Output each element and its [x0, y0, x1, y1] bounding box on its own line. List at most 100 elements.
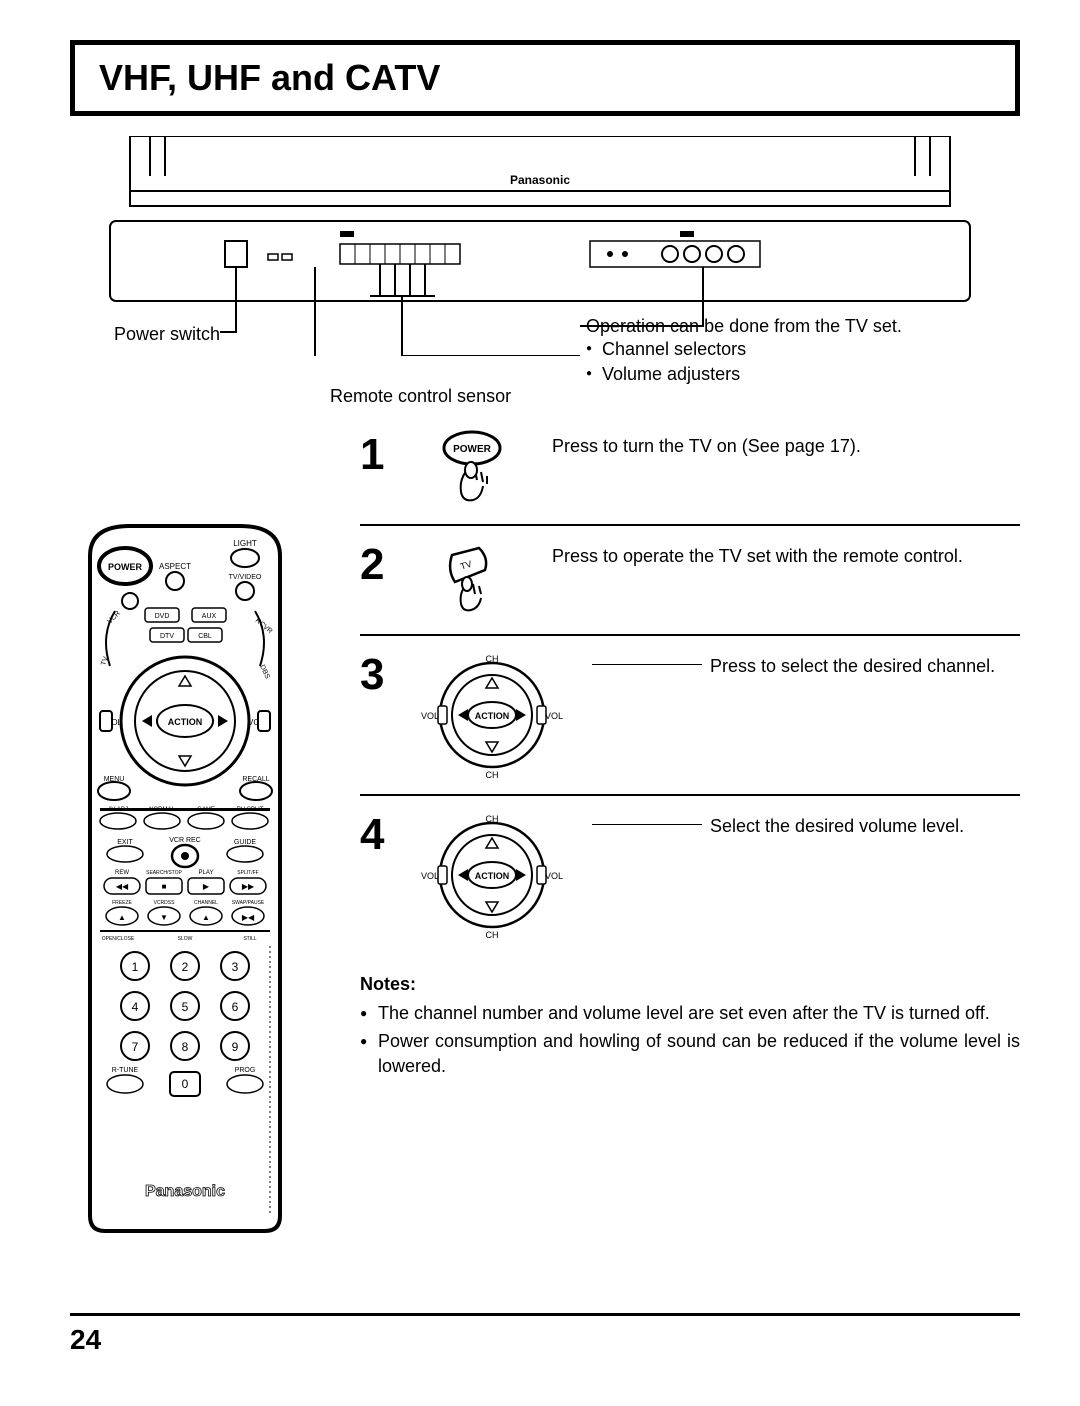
svg-text:4: 4 — [132, 1000, 139, 1014]
step-1-text: Press to turn the TV on (See page 17). — [552, 430, 1020, 459]
svg-text:EXIT: EXIT — [117, 839, 133, 846]
callout-channel-selectors: Channel selectors — [586, 337, 902, 362]
notes-list: The channel number and volume level are … — [360, 1001, 1020, 1078]
svg-text:CH: CH — [486, 930, 499, 940]
step-2-icon: TV — [412, 540, 532, 620]
svg-text:SWAP/PAUSE: SWAP/PAUSE — [232, 900, 265, 906]
notes-item-2: Power consumption and howling of sound c… — [360, 1029, 1020, 1078]
callout-remote-sensor: Remote control sensor — [330, 386, 511, 407]
step-2-number: 2 — [360, 540, 392, 590]
svg-text:▲: ▲ — [202, 913, 210, 922]
svg-text:DVD: DVD — [155, 613, 170, 620]
step-4-number: 4 — [360, 810, 392, 860]
svg-text:SPLIT/FF: SPLIT/FF — [237, 870, 258, 876]
callout-volume-adjusters: Volume adjusters — [586, 362, 902, 387]
callout-power-switch: Power switch — [80, 324, 220, 345]
svg-text:8: 8 — [182, 1040, 189, 1054]
svg-text:6: 6 — [232, 1000, 239, 1014]
svg-text:AV ADJ: AV ADJ — [108, 807, 128, 813]
step-4-icon: ACTION CH CH VOL VOL — [412, 810, 572, 940]
svg-text:VOL: VOL — [421, 711, 439, 721]
svg-text:STILL: STILL — [243, 936, 257, 942]
title-box: VHF, UHF and CATV — [70, 40, 1020, 116]
svg-text:CH: CH — [486, 654, 499, 664]
svg-text:▶: ▶ — [203, 882, 210, 891]
remote-column: POWER LIGHT ASPECT TV/VIDEO DVD AUX DTV … — [70, 416, 330, 1241]
svg-text:MENU: MENU — [104, 776, 125, 783]
svg-text:OPEN/CLOSE: OPEN/CLOSE — [102, 936, 135, 942]
step-3-text-wrap: Press to select the desired channel. — [592, 650, 1020, 679]
svg-text:FREEZE: FREEZE — [112, 900, 132, 906]
step-4-text-wrap: Select the desired volume level. — [592, 810, 1020, 839]
page-number: 24 — [70, 1324, 101, 1356]
svg-text:▼: ▼ — [160, 913, 168, 922]
svg-text:5: 5 — [182, 1000, 189, 1014]
step-1: 1 POWER Press to turn the TV on (See pag… — [360, 416, 1020, 526]
step-4-text: Select the desired volume level. — [710, 814, 1020, 839]
svg-text:CHANNEL: CHANNEL — [194, 900, 218, 906]
svg-text:▶▶: ▶▶ — [242, 882, 255, 891]
svg-text:RECALL: RECALL — [242, 776, 269, 783]
page-title: VHF, UHF and CATV — [99, 57, 991, 99]
callout-operation-block: Operation can be done from the TV set. C… — [586, 316, 902, 387]
svg-text:R-TUNE: R-TUNE — [112, 1067, 139, 1074]
svg-text:VOL: VOL — [545, 711, 563, 721]
svg-text:TV/VIDEO: TV/VIDEO — [229, 574, 262, 581]
power-press-icon: POWER — [437, 430, 507, 510]
step-1-number: 1 — [360, 430, 392, 480]
main-content: POWER LIGHT ASPECT TV/VIDEO DVD AUX DTV … — [70, 416, 1020, 1241]
svg-text:9: 9 — [232, 1040, 239, 1054]
callout-line-icon — [592, 824, 702, 825]
svg-text:ACTION: ACTION — [475, 871, 510, 881]
svg-text:2: 2 — [182, 960, 189, 974]
step-3-text: Press to select the desired channel. — [710, 654, 1020, 679]
svg-text:VCR REC: VCR REC — [169, 837, 201, 844]
svg-text:1: 1 — [132, 960, 139, 974]
callout-op-heading: Operation can be done from the TV set. — [586, 316, 902, 337]
action-pad-ch-icon: ACTION CH CH VOL VOL — [412, 650, 572, 780]
steps-column: 1 POWER Press to turn the TV on (See pag… — [360, 416, 1020, 1241]
svg-text:GUIDE: GUIDE — [234, 839, 257, 846]
step-3-number: 3 — [360, 650, 392, 700]
svg-text:ACTION: ACTION — [168, 717, 203, 727]
callout-op-list: Channel selectors Volume adjusters — [586, 337, 902, 387]
svg-text:DTV: DTV — [160, 633, 174, 640]
svg-text:SEARCH/STOP: SEARCH/STOP — [146, 870, 182, 876]
step-1-icon: POWER — [412, 430, 532, 510]
tv-press-icon: TV — [437, 540, 507, 620]
svg-text:VOL: VOL — [545, 871, 563, 881]
svg-text:POWER: POWER — [108, 562, 143, 572]
step-2: 2 TV Press to operate the TV set with th… — [360, 526, 1020, 636]
svg-text:SLOW: SLOW — [178, 936, 193, 942]
action-pad-vol-icon: ACTION CH CH VOL VOL — [412, 810, 572, 940]
footer-rule — [70, 1313, 1020, 1316]
svg-text:3: 3 — [232, 960, 239, 974]
callout-line-icon — [592, 664, 702, 665]
svg-text:◀◀: ◀◀ — [116, 882, 129, 891]
svg-text:7: 7 — [132, 1040, 139, 1054]
svg-text:GAME: GAME — [197, 807, 215, 813]
svg-text:▲: ▲ — [118, 913, 126, 922]
svg-text:POWER: POWER — [453, 444, 492, 455]
svg-text:VOL: VOL — [421, 871, 439, 881]
svg-text:▶◀: ▶◀ — [242, 913, 255, 922]
notes-section: Notes: The channel number and volume lev… — [360, 974, 1020, 1078]
svg-text:ACTION: ACTION — [475, 711, 510, 721]
step-2-text: Press to operate the TV set with the rem… — [552, 540, 1020, 569]
svg-text:CH: CH — [486, 770, 499, 780]
remote-illustration: POWER LIGHT ASPECT TV/VIDEO DVD AUX DTV … — [70, 516, 300, 1236]
svg-text:NORMAL: NORMAL — [149, 807, 175, 813]
svg-text:REW: REW — [115, 870, 129, 876]
svg-text:VCRDSS: VCRDSS — [154, 900, 176, 906]
step-3-icon: ACTION CH CH VOL VOL — [412, 650, 572, 780]
tv-diagram: Panasonic — [90, 136, 1000, 356]
svg-text:PLAY: PLAY — [199, 870, 214, 876]
svg-text:AUX: AUX — [202, 613, 217, 620]
svg-text:Panasonic: Panasonic — [145, 1183, 225, 1200]
svg-text:LIGHT: LIGHT — [233, 539, 257, 548]
step-3: 3 ACTION CH CH VOL VOL — [360, 636, 1020, 796]
step-4: 4 ACTION CH CH VOL VOL — [360, 796, 1020, 954]
notes-item-1: The channel number and volume level are … — [360, 1001, 1020, 1025]
svg-text:0: 0 — [182, 1077, 189, 1091]
svg-text:CBL: CBL — [198, 633, 212, 640]
